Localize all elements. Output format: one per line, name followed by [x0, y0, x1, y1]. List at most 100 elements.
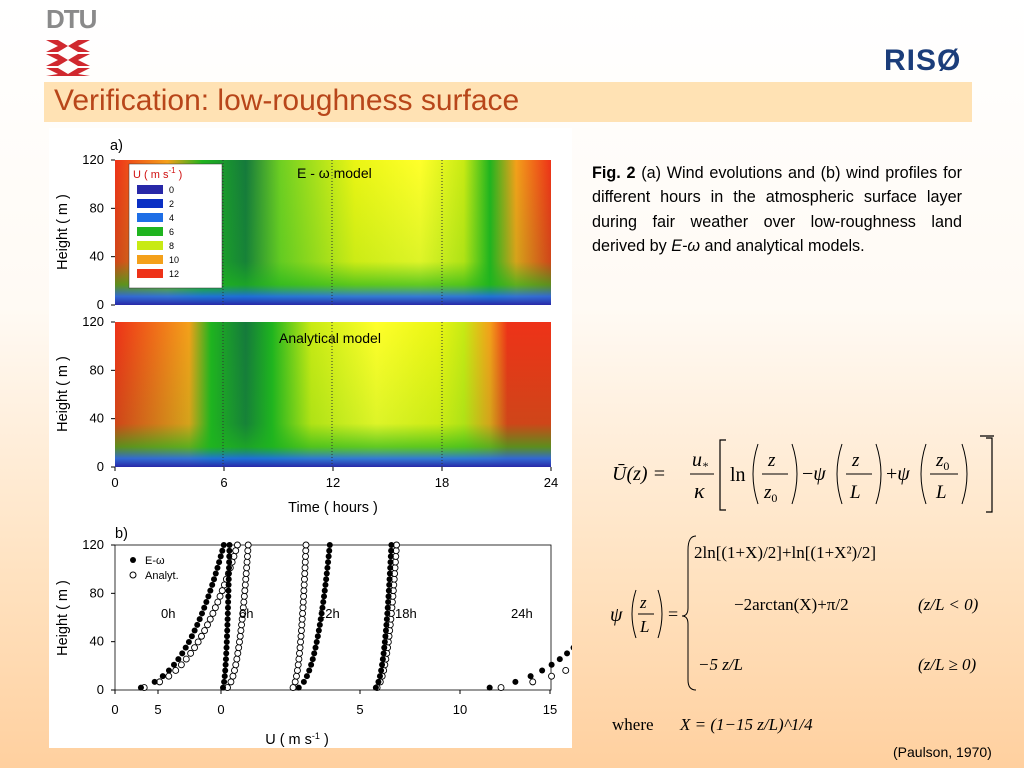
legend-swatch-6: [137, 227, 163, 236]
legend-level-12: 12: [169, 269, 179, 279]
time-tick-label: 18: [435, 475, 449, 490]
ew-point: [185, 638, 192, 645]
time-xlabel: Time ( hours ): [288, 500, 378, 516]
legend-level-4: 4: [169, 213, 174, 223]
analyt-point: [299, 604, 307, 612]
ew-point: [380, 650, 387, 657]
svg-text:z: z: [851, 450, 860, 471]
legend-swatch-12: [137, 269, 163, 278]
analyt-point: [235, 644, 243, 652]
ew-point: [316, 621, 323, 628]
svg-text:z: z: [639, 593, 647, 612]
analyt-point: [294, 661, 302, 669]
profile-18h: 18h: [372, 541, 417, 692]
profile-xtick-label: 15: [543, 702, 557, 717]
ew-point: [159, 673, 166, 680]
profile-xtick-label: 0: [217, 702, 224, 717]
dtu-logo-icon: [46, 40, 90, 76]
contour-legend-swatches: 0 2 4 6 8 10 12: [137, 185, 179, 279]
analyt-point: [238, 621, 246, 629]
ew-point: [385, 599, 392, 606]
analyt-point: [187, 649, 195, 657]
ew-point: [387, 553, 394, 560]
ew-point: [165, 667, 172, 674]
heat-ytick-label: 40: [90, 249, 104, 264]
profile-ytick-label: 0: [97, 682, 104, 697]
ew-point: [179, 650, 186, 657]
ew-point: [182, 644, 189, 651]
ew-point: [317, 616, 324, 623]
ew-point: [386, 581, 393, 588]
ew-point: [191, 627, 198, 634]
ew-point: [226, 564, 233, 571]
citation: (Paulson, 1970): [893, 744, 992, 760]
analyt-point: [240, 592, 248, 600]
psi-case-unstable-1: 2ln[(1+X)/2]+ln[(1+X²)/2]: [694, 543, 876, 562]
heat-ytick-label: 80: [90, 200, 104, 215]
top-plot-label: E - ω model: [297, 165, 372, 181]
profile-ytick-label: 80: [90, 585, 104, 600]
analyt-point: [244, 547, 252, 555]
analyt-point: [236, 638, 243, 646]
ew-point: [225, 599, 232, 606]
ew-point: [196, 616, 203, 623]
legend-level-6: 6: [169, 227, 174, 237]
analyt-point: [194, 638, 202, 646]
psi-case-stable: −5 z/L: [698, 655, 743, 674]
analyt-point: [191, 644, 199, 652]
title-bar: [44, 82, 972, 122]
analyt-point: [299, 609, 307, 617]
ew-point: [225, 576, 232, 583]
ew-point: [564, 650, 571, 657]
ew-point: [486, 684, 493, 691]
ew-point: [383, 621, 390, 628]
ew-point: [321, 593, 328, 600]
ew-point: [224, 621, 231, 628]
analyt-point: [177, 661, 185, 669]
ew-point: [225, 570, 232, 577]
profile-xtick-label: 10: [453, 702, 467, 717]
analyt-point: [297, 632, 305, 640]
analyt-point: [291, 678, 299, 686]
psi-cond-unstable: (z/L < 0): [918, 595, 979, 614]
ew-point: [211, 576, 218, 583]
analyt-point: [300, 592, 308, 600]
svg-text:z: z: [767, 450, 776, 471]
ew-point: [217, 553, 224, 560]
ew-point: [224, 627, 231, 634]
svg-text:κ: κ: [694, 478, 705, 503]
analyt-point: [209, 609, 217, 617]
svg-text:L: L: [639, 617, 649, 636]
ew-point: [222, 661, 229, 668]
profile-xtick-label: 0: [111, 702, 118, 717]
analyt-point: [165, 672, 173, 680]
ew-point: [188, 633, 195, 640]
heat-ytick-label: 0: [97, 297, 104, 312]
ew-point: [325, 559, 332, 566]
heat-ytick-label: 0: [97, 459, 104, 474]
caption-model-name: E-ω: [671, 236, 700, 255]
profile-24h: 24h: [486, 541, 697, 692]
analyt-point: [301, 575, 308, 583]
ew-point: [379, 661, 386, 668]
figure-panel: a) E - ω model U ( m s-1 ) 0 2 4 6 8 10 12 Ana…: [49, 128, 697, 748]
legend-swatch-8: [137, 241, 163, 250]
figure-caption: Fig. 2 (a) Wind evolutions and (b) wind …: [592, 161, 962, 258]
ew-point: [300, 678, 307, 685]
ew-point: [322, 581, 329, 588]
ew-point: [295, 684, 302, 691]
ew-point: [323, 570, 330, 577]
ew-point: [225, 581, 232, 588]
analyt-point: [302, 552, 309, 560]
riso-logo: RISØ: [884, 44, 962, 77]
ew-point: [312, 644, 319, 651]
analyt-point: [241, 587, 249, 595]
analyt-point: [301, 558, 309, 566]
analyt-point: [297, 627, 305, 634]
ew-point: [311, 650, 318, 657]
ew-point: [222, 656, 229, 663]
profile-6h: 6h: [220, 541, 253, 692]
analyt-point: [289, 684, 297, 692]
profile-curves: 0h 6h 12h 18h 24h: [137, 541, 697, 692]
legend-marker-analyt: [129, 571, 137, 579]
